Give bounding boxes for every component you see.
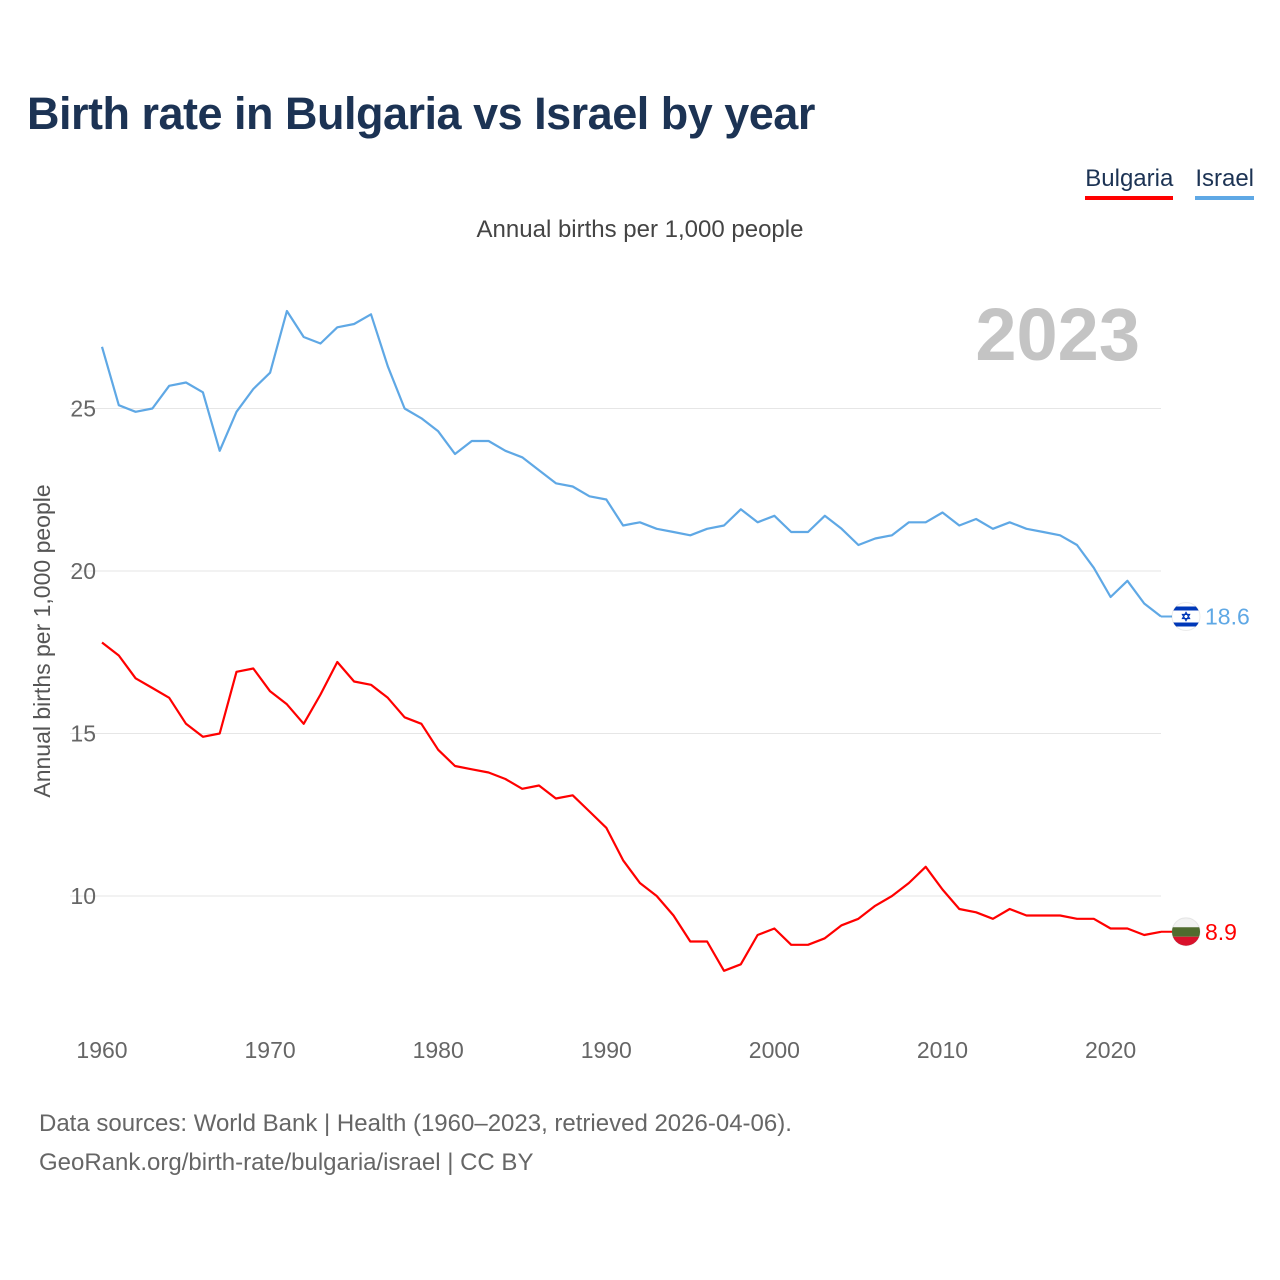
axis-ticks: 10 15 20 25 1960 1970 1980 1990 2000 2010 2020 (70, 396, 1136, 1064)
legend: Bulgaria Israel (1085, 164, 1254, 200)
x-tick-label: 1960 (76, 1037, 127, 1063)
end-value-label-israel: 18.6 (1205, 604, 1250, 630)
end-value-label-bulgaria: 8.9 (1205, 919, 1237, 945)
x-tick-label: 2010 (917, 1037, 968, 1063)
x-tick-label: 2000 (749, 1037, 800, 1063)
series-line-israel[interactable] (100, 309, 1162, 618)
x-tick-label: 1990 (581, 1037, 632, 1063)
israel-flag-icon (1171, 602, 1201, 631)
y-tick-label: 25 (70, 396, 96, 422)
chart-title: Birth rate in Bulgaria vs Israel by year (27, 88, 815, 139)
footer: Data sources: World Bank | Health (1960–… (39, 1104, 792, 1182)
x-tick-label: 1980 (413, 1037, 464, 1063)
y-axis-label: Annual births per 1,000 people (29, 484, 55, 797)
series-line-bulgaria[interactable] (101, 641, 1162, 972)
y-tick-label: 20 (70, 558, 96, 584)
footer-link[interactable]: GeoRank.org/birth-rate/bulgaria/israel |… (39, 1149, 534, 1176)
legend-item-israel[interactable]: Israel (1195, 164, 1254, 200)
grid-lines (70, 408, 1161, 897)
legend-swatch-israel (1195, 196, 1254, 200)
y-tick-label: 10 (70, 883, 96, 909)
footer-source: Data sources: World Bank | Health (1960–… (39, 1110, 792, 1137)
x-tick-label: 1970 (245, 1037, 296, 1063)
legend-label-israel: Israel (1195, 165, 1254, 192)
legend-swatch-bulgaria (1085, 196, 1174, 200)
x-tick-label: 2020 (1085, 1037, 1136, 1063)
series-lines (100, 309, 1162, 972)
year-label: 2023 (975, 293, 1140, 376)
series-end-markers: 18.6 8.9 (1161, 602, 1250, 947)
legend-item-bulgaria[interactable]: Bulgaria (1085, 164, 1174, 200)
legend-label-bulgaria: Bulgaria (1085, 165, 1174, 192)
bulgaria-flag-icon (1171, 917, 1201, 947)
y-tick-label: 15 (70, 721, 96, 747)
chart-subtitle: Annual births per 1,000 people (476, 216, 804, 243)
